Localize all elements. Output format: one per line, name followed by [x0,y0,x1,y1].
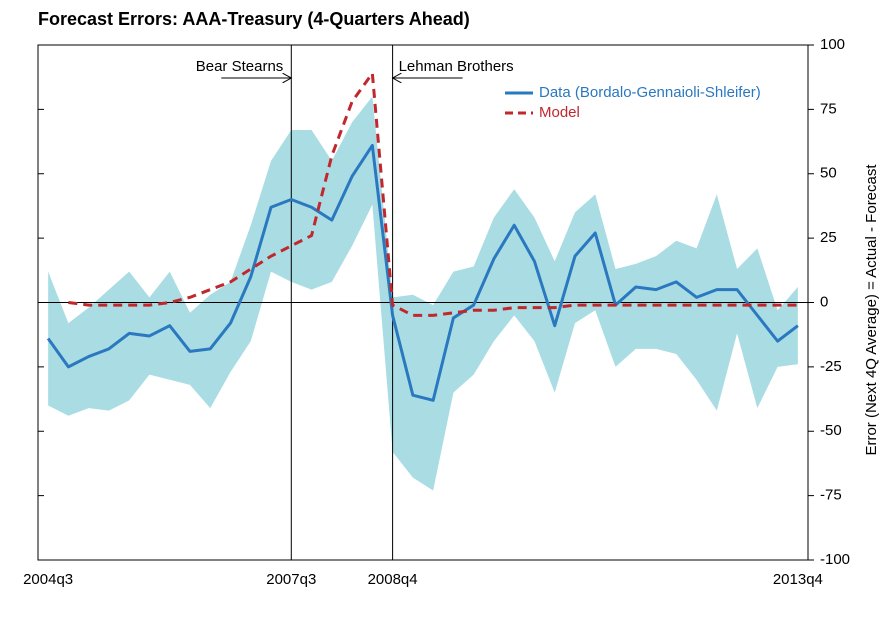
y-tick-label: -50 [820,422,842,439]
confidence-band [48,96,798,491]
y-tick-label: 100 [820,36,845,53]
annotation-text: Bear Stearns [196,58,284,75]
annotation-text: Lehman Brothers [399,58,514,75]
legend-label: Data (Bordalo-Gennaioli-Shleifer) [539,84,761,101]
x-tick-label: 2007q3 [266,571,316,588]
y-tick-label: -25 [820,358,842,375]
y-tick-label: 25 [820,229,837,246]
y-tick-label: 50 [820,165,837,182]
series-line [68,71,798,317]
y-tick-label: -75 [820,487,842,504]
y-tick-label: -100 [820,551,850,568]
chart-title: Forecast Errors: AAA-Treasury (4-Quarter… [38,9,470,29]
x-tick-label: 2008q4 [368,571,418,588]
series-line [46,143,799,402]
y-tick-label: 75 [820,100,837,117]
y-tick-label: 0 [820,293,828,310]
x-tick-label: 2004q3 [23,571,73,588]
legend-label: Model [539,104,580,121]
y-axis-label: Error (Next 4Q Average) = Actual - Forec… [863,164,880,456]
x-tick-label: 2013q4 [773,571,823,588]
